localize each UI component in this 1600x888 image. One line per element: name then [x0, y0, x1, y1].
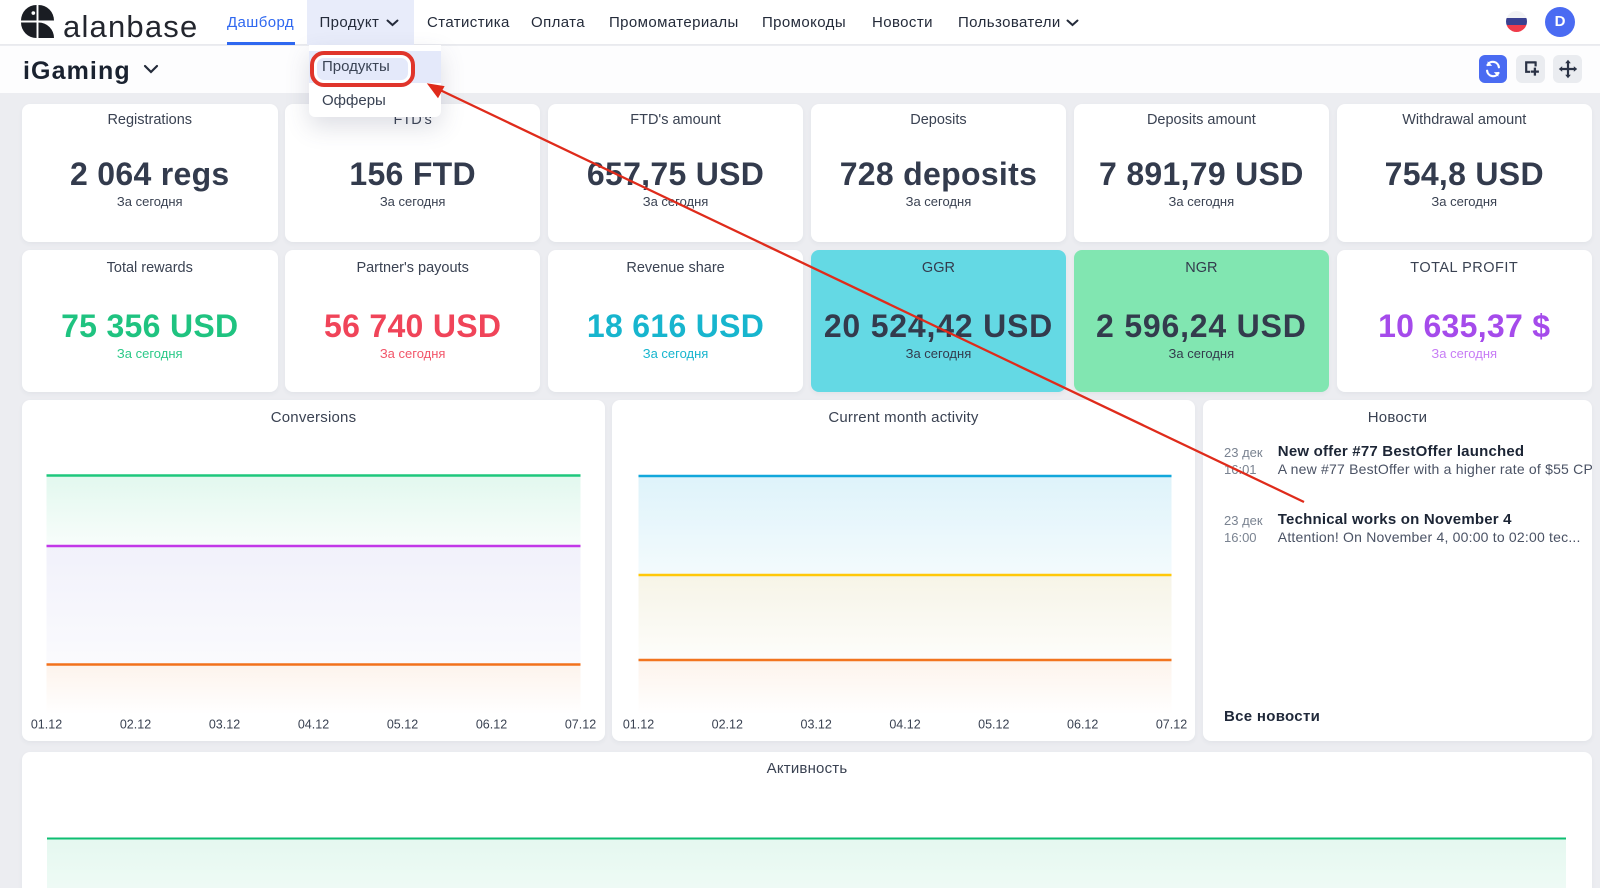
svg-text:05.12: 05.12 — [978, 717, 1009, 731]
svg-text:02.12: 02.12 — [712, 717, 743, 731]
svg-text:01.12: 01.12 — [623, 717, 654, 731]
svg-text:03.12: 03.12 — [209, 717, 240, 731]
svg-text:06.12: 06.12 — [1067, 717, 1098, 731]
svg-text:05.12: 05.12 — [387, 717, 418, 731]
svg-text:07.12: 07.12 — [1156, 717, 1187, 731]
svg-text:04.12: 04.12 — [298, 717, 329, 731]
svg-text:02.12: 02.12 — [120, 717, 151, 731]
svg-text:03.12: 03.12 — [801, 717, 832, 731]
svg-text:01.12: 01.12 — [31, 717, 62, 731]
svg-text:07.12: 07.12 — [565, 717, 596, 731]
svg-text:06.12: 06.12 — [476, 717, 507, 731]
svg-text:04.12: 04.12 — [889, 717, 920, 731]
